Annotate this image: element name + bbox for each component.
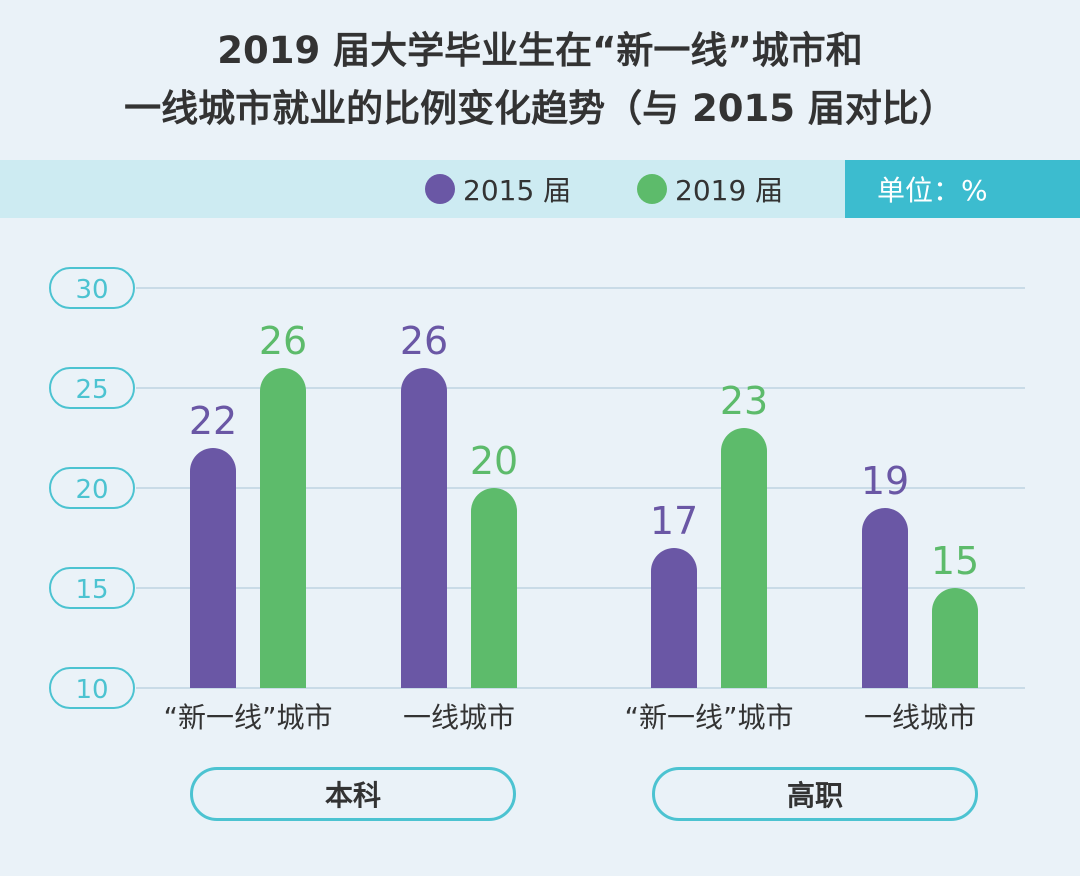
- data-label: 19: [861, 459, 909, 503]
- y-tick-pill: [49, 367, 135, 409]
- y-tick-label: 30: [75, 275, 108, 305]
- bar: [190, 448, 236, 688]
- x-category-label: “新一线”城市: [624, 701, 793, 734]
- chart-title-line-1: 2019 届大学毕业生在“新一线”城市和: [217, 29, 863, 72]
- x-category-label: “新一线”城市: [163, 701, 332, 734]
- chart-title-line-2: 一线城市就业的比例变化趋势（与 2015 届对比）: [124, 87, 956, 130]
- y-tick-pill: [49, 267, 135, 309]
- legend-swatch-2015: [425, 174, 455, 204]
- x-category-label: 一线城市: [403, 701, 515, 734]
- legend-item-2019: 2019 届: [637, 160, 783, 218]
- unit-label: 单位：%: [845, 160, 1080, 218]
- data-label: 15: [931, 539, 979, 583]
- legend-item-2015: 2015 届: [425, 160, 571, 218]
- chart-title: 2019 届大学毕业生在“新一线”城市和 一线城市就业的比例变化趋势（与 201…: [0, 22, 1080, 138]
- data-label: 23: [720, 379, 768, 423]
- legend-label-2015: 2015 届: [463, 174, 572, 207]
- bar: [932, 588, 978, 688]
- group-label-gaozhi: 高职: [652, 767, 978, 821]
- x-category-label: 一线城市: [864, 701, 976, 734]
- group-label-benke: 本科: [190, 767, 516, 821]
- bar: [721, 428, 767, 688]
- bar: [260, 368, 306, 688]
- y-tick-pill: [49, 467, 135, 509]
- bar: [401, 368, 447, 688]
- y-tick-label: 15: [75, 575, 108, 605]
- bar: [651, 548, 697, 688]
- y-tick-label: 25: [75, 375, 108, 405]
- y-tick-label: 10: [75, 675, 108, 705]
- data-label: 17: [650, 499, 698, 543]
- y-tick-pill: [49, 667, 135, 709]
- data-label: 26: [259, 319, 307, 363]
- data-label: 20: [470, 439, 518, 483]
- data-label: 26: [400, 319, 448, 363]
- bar: [471, 488, 517, 688]
- bar: [862, 508, 908, 688]
- data-label: 22: [189, 399, 237, 443]
- y-tick-pill: [49, 567, 135, 609]
- y-tick-label: 20: [75, 475, 108, 505]
- legend-swatch-2019: [637, 174, 667, 204]
- legend-label-2019: 2019 届: [675, 174, 784, 207]
